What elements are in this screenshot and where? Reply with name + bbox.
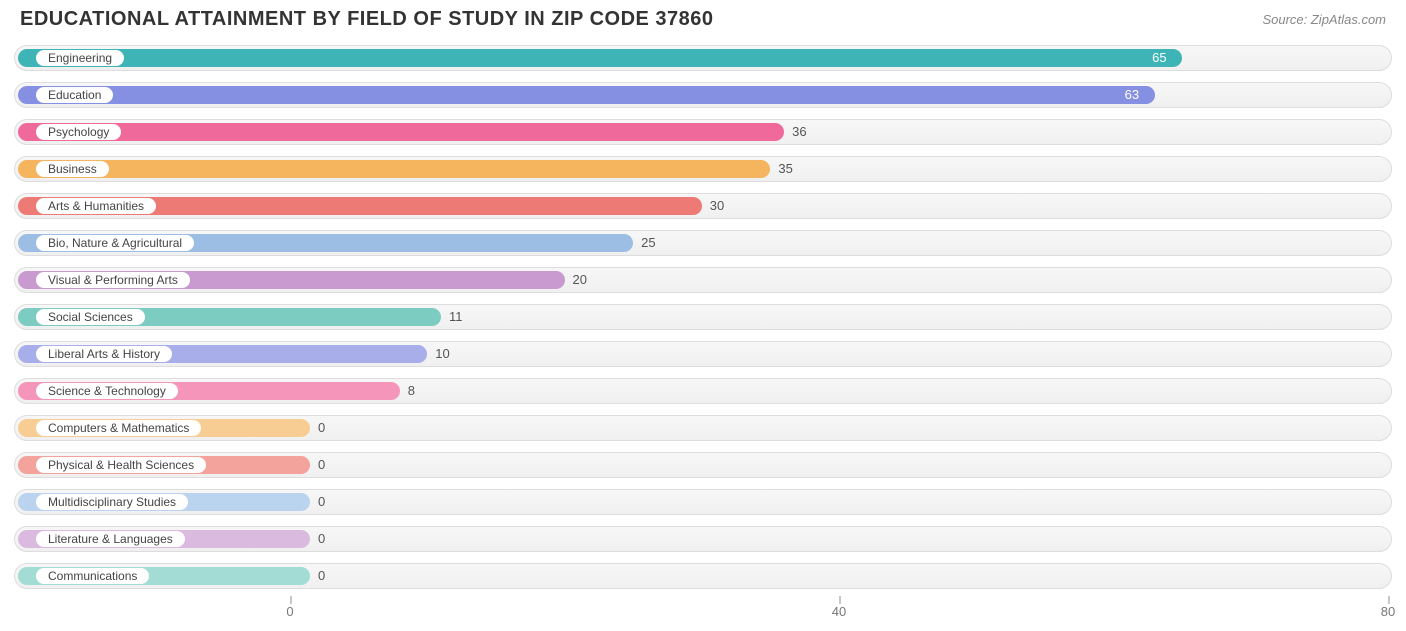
- bar-value: 0: [318, 530, 325, 548]
- bar-fill: [18, 86, 1155, 104]
- x-axis: 0 40 80: [14, 596, 1392, 624]
- bar-value: 25: [641, 234, 655, 252]
- bar-fill: [18, 160, 770, 178]
- bar-label: Science & Technology: [36, 383, 178, 399]
- bar-row: Education 63: [14, 78, 1392, 111]
- bar-row: Computers & Mathematics 0: [14, 411, 1392, 444]
- bar-value: 65: [1152, 49, 1166, 67]
- bar-value: 0: [318, 567, 325, 585]
- bar-value: 20: [573, 271, 587, 289]
- bar-value: 30: [710, 197, 724, 215]
- chart-title: EDUCATIONAL ATTAINMENT BY FIELD OF STUDY…: [20, 8, 714, 31]
- axis-tick-label: 40: [832, 604, 846, 619]
- axis-tick-label: 80: [1381, 604, 1395, 619]
- bar-value: 10: [435, 345, 449, 363]
- bar-label: Computers & Mathematics: [36, 420, 201, 436]
- bar-value: 0: [318, 493, 325, 511]
- bar-value: 0: [318, 456, 325, 474]
- bar-label: Arts & Humanities: [36, 198, 156, 214]
- bar-row: Liberal Arts & History 10: [14, 337, 1392, 370]
- bar-row: Business 35: [14, 152, 1392, 185]
- axis-tick-label: 0: [286, 604, 293, 619]
- bar-label: Engineering: [36, 50, 124, 66]
- bar-value: 36: [792, 123, 806, 141]
- bar-row: Visual & Performing Arts 20: [14, 263, 1392, 296]
- axis-tick: [1388, 596, 1390, 604]
- bar-row: Arts & Humanities 30: [14, 189, 1392, 222]
- bar-value: 11: [449, 308, 463, 326]
- bar-label: Visual & Performing Arts: [36, 272, 190, 288]
- bar-label: Liberal Arts & History: [36, 346, 172, 362]
- bar-label: Social Sciences: [36, 309, 145, 325]
- bar-label: Multidisciplinary Studies: [36, 494, 188, 510]
- axis-tick: [290, 596, 292, 604]
- bar-row: Psychology 36: [14, 115, 1392, 148]
- bar-fill: [18, 123, 784, 141]
- bar-row: Literature & Languages 0: [14, 522, 1392, 555]
- bar-row: Engineering 65: [14, 41, 1392, 74]
- bar-label: Bio, Nature & Agricultural: [36, 235, 194, 251]
- bar-label: Psychology: [36, 124, 121, 140]
- bar-row: Multidisciplinary Studies 0: [14, 485, 1392, 518]
- bar-label: Communications: [36, 568, 149, 584]
- bar-label: Business: [36, 161, 109, 177]
- bar-value: 35: [778, 160, 792, 178]
- bar-label: Education: [36, 87, 113, 103]
- bar-row: Science & Technology 8: [14, 374, 1392, 407]
- chart-header: EDUCATIONAL ATTAINMENT BY FIELD OF STUDY…: [0, 0, 1406, 35]
- bar-row: Communications 0: [14, 559, 1392, 592]
- bar-value: 63: [1125, 86, 1139, 104]
- bar-fill: [18, 49, 1182, 67]
- bar-row: Bio, Nature & Agricultural 25: [14, 226, 1392, 259]
- axis-tick: [839, 596, 841, 604]
- bar-value: 0: [318, 419, 325, 437]
- bar-row: Social Sciences 11: [14, 300, 1392, 333]
- bar-row: Physical & Health Sciences 0: [14, 448, 1392, 481]
- chart-area: Engineering 65 Education 63 Psychology 36 Busi…: [14, 41, 1392, 592]
- bar-value: 8: [408, 382, 415, 400]
- chart-source: Source: ZipAtlas.com: [1262, 8, 1386, 27]
- bar-label: Physical & Health Sciences: [36, 457, 206, 473]
- bar-label: Literature & Languages: [36, 531, 185, 547]
